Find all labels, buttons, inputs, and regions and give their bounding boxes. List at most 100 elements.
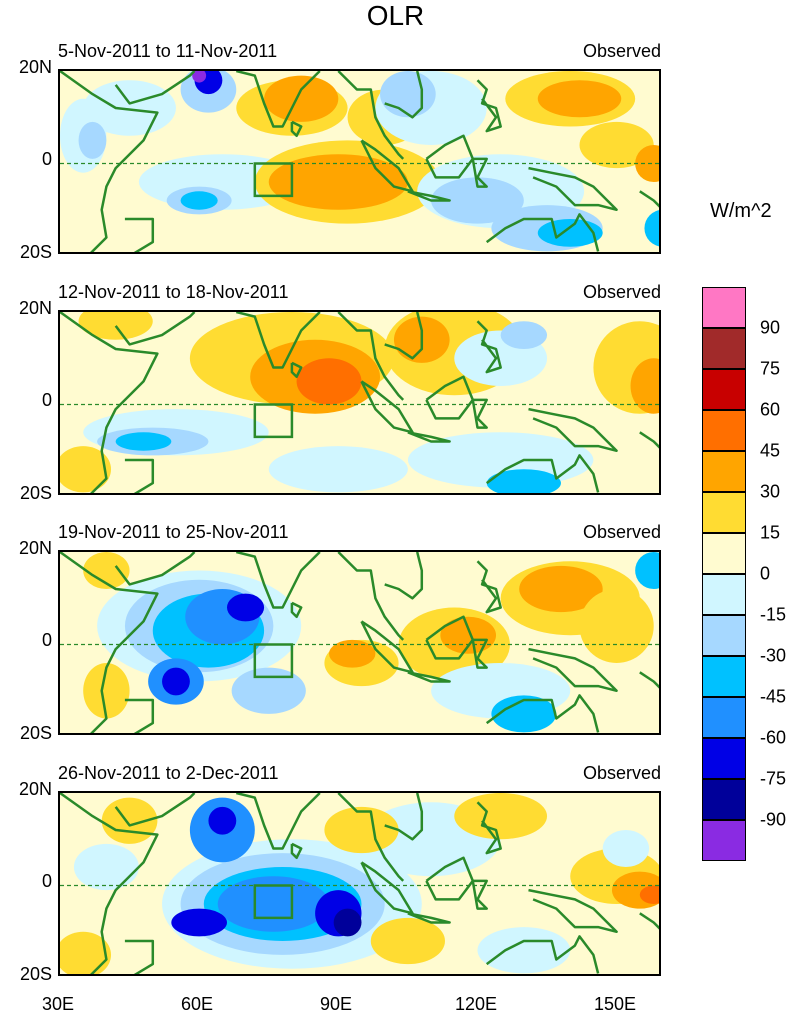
colorbar-label: -15 [760, 604, 787, 625]
coastline [407, 912, 451, 924]
olr-anomaly-region [635, 552, 659, 589]
coastline [639, 431, 659, 449]
olr-anomaly-region [78, 121, 107, 159]
olr-anomaly-region [162, 667, 190, 696]
target-region-box [253, 643, 294, 679]
olr-map-panel-1: 5-Nov-2011 to 11-Nov-2011 Observed 20N 0… [19, 41, 661, 262]
colorbar-label: -30 [760, 645, 787, 666]
coastline [528, 407, 618, 453]
colorbar-label: 45 [760, 440, 781, 461]
olr-anomaly-region [208, 806, 237, 835]
olr-anomaly-map [58, 69, 661, 254]
olr-anomaly-region [635, 145, 659, 182]
olr-anomaly-region [602, 830, 650, 867]
olr-anomaly-map [58, 550, 661, 735]
map-svg [60, 312, 659, 493]
coastline [290, 842, 303, 860]
colorbar-label: -75 [760, 768, 787, 789]
lon-label-90e: 90E [319, 994, 353, 1014]
coastline [528, 888, 618, 934]
target-region-box [253, 403, 294, 439]
coastline [124, 939, 155, 974]
coastline [337, 312, 405, 401]
lat-label-20s: 20S [19, 483, 52, 503]
colorbar-label: -60 [760, 727, 787, 748]
olr-map-panel-4: 26-Nov-2011 to 2-Dec-2011 Observed 20N 0… [19, 763, 661, 984]
coastline [60, 312, 159, 493]
olr-anomaly-region [324, 806, 399, 854]
olr-anomaly-region [537, 80, 622, 118]
olr-anomaly-region [500, 321, 548, 349]
olr-anomaly-region [630, 358, 659, 414]
colorbar-swatch [702, 656, 746, 697]
olr-anomaly-region [226, 593, 265, 622]
olr-anomaly-region [231, 667, 306, 714]
lon-label-60e: 60E [180, 994, 214, 1014]
olr-anomaly-region [78, 312, 153, 340]
coastline [485, 694, 600, 733]
coastline [114, 312, 196, 346]
coastline [384, 312, 424, 360]
lat-label-20n: 20N [18, 57, 52, 77]
colorbar-swatch [702, 410, 746, 451]
olr-anomaly-region [519, 565, 603, 613]
olr-anomaly-region [217, 876, 330, 932]
coastline [639, 190, 659, 208]
panel-type-label: Observed [582, 41, 661, 61]
panel-date-range: 12-Nov-2011 to 18-Nov-2011 [58, 282, 289, 302]
olr-anomaly-region [329, 639, 376, 668]
olr-anomaly-region [268, 154, 408, 210]
coastline [485, 454, 600, 493]
coastline [384, 71, 424, 119]
olr-anomaly-region [477, 927, 571, 974]
coastline [407, 671, 451, 683]
coastline [407, 431, 451, 443]
lat-label-20n: 20N [18, 538, 52, 558]
panel-date-range: 19-Nov-2011 to 25-Nov-2011 [58, 522, 289, 542]
coastline [60, 71, 159, 252]
olr-anomaly-region [431, 177, 524, 224]
lon-label-30e: 30E [41, 994, 75, 1014]
lat-label-0: 0 [41, 871, 52, 891]
coastline [124, 458, 155, 493]
olr-anomaly-region [268, 446, 408, 493]
colorbar-swatch [702, 697, 746, 738]
lat-label-20s: 20S [19, 964, 52, 984]
lat-label-20n: 20N [18, 298, 52, 318]
olr-anomaly-region [440, 616, 497, 654]
coastline [60, 793, 159, 974]
colorbar-label: 60 [760, 399, 781, 420]
coastline [60, 552, 159, 733]
coastline [476, 560, 502, 614]
coastline [290, 601, 303, 619]
coastline [114, 552, 196, 586]
coastline [639, 912, 659, 930]
map-svg [60, 793, 659, 974]
lat-label-20s: 20S [19, 723, 52, 743]
lon-label-120e: 120E [454, 994, 498, 1014]
coastline [235, 793, 321, 850]
olr-anomaly-region [60, 931, 112, 974]
colorbar-label: 90 [760, 317, 781, 338]
olr-anomaly-region [73, 843, 139, 891]
colorbar-units: W/m^2 [710, 200, 772, 222]
coastline [471, 879, 488, 910]
colorbar-swatch [702, 779, 746, 820]
coastline [235, 552, 321, 609]
longitude-axis: 30E 60E 90E 120E 150E [42, 994, 661, 1016]
coastline [114, 71, 196, 105]
coastline [235, 71, 321, 128]
olr-anomaly-map [58, 310, 661, 495]
colorbar-swatch [702, 287, 746, 328]
colorbar-label: 15 [760, 522, 781, 543]
olr-anomaly-region [579, 121, 654, 169]
lat-label-0: 0 [41, 149, 52, 169]
colorbar-swatch [702, 451, 746, 492]
olr-anomaly-region [115, 432, 172, 451]
olr-anomaly-region [296, 358, 362, 405]
olr-anomaly-region [639, 885, 659, 904]
coastline [485, 935, 600, 974]
olr-anomaly-map [58, 791, 661, 976]
coastline [290, 361, 303, 379]
coastline [290, 120, 303, 138]
